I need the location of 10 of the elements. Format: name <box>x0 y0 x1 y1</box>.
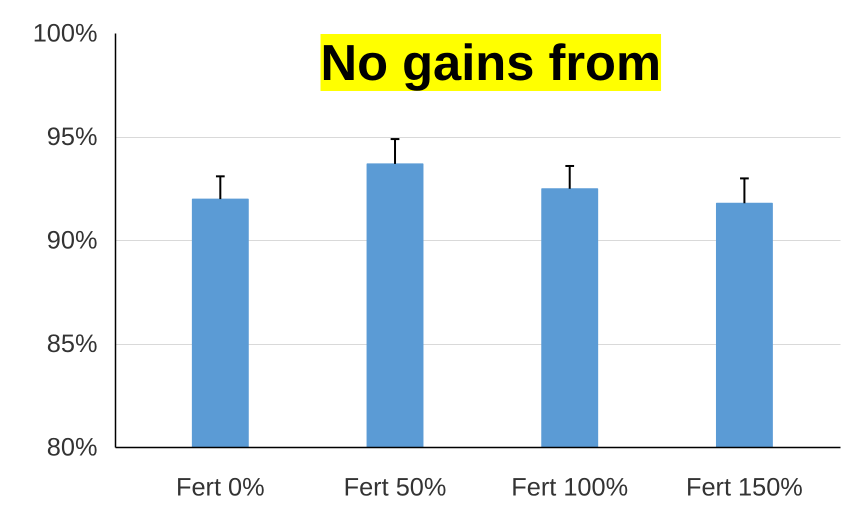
y-tick-label: 95% <box>46 123 98 151</box>
y-tick-label: 80% <box>46 434 98 462</box>
y-tick-label: 90% <box>46 226 98 254</box>
x-tick-label: Fert 50% <box>344 474 446 502</box>
x-tick-label: Fert 0% <box>176 474 265 502</box>
x-tick-label: Fert 100% <box>511 474 628 502</box>
y-tick-label: 100% <box>32 20 98 48</box>
y-tick-label: 85% <box>46 330 98 358</box>
x-tick-label: Fert 150% <box>686 474 803 502</box>
annotation: No gains from <box>320 34 662 91</box>
